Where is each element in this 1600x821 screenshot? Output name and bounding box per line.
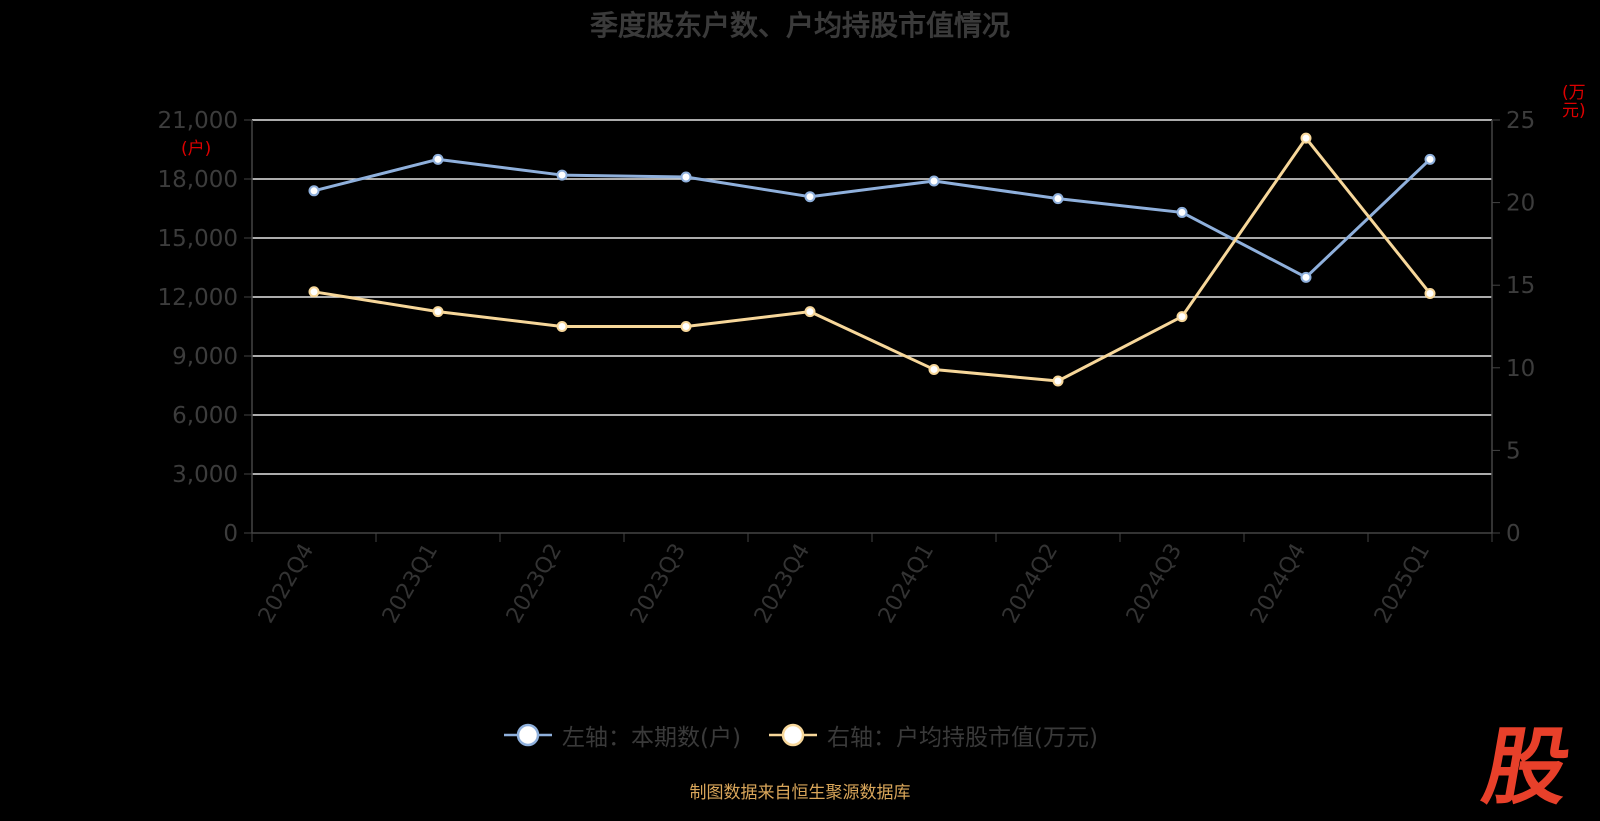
legend-label-households: 左轴：本期数(户) [562,725,741,751]
x-tick-label: 2024Q4 [1246,540,1311,628]
data-point [432,306,444,318]
y-right-tick-label: 5 [1506,438,1521,464]
data-point [1300,132,1312,144]
data-point [1424,287,1436,299]
x-tick-label: 2023Q1 [378,540,443,628]
x-tick-label: 2023Q3 [626,540,691,628]
series-line [313,136,1432,383]
series-lines [308,132,1436,387]
y-left-tick-label: 18,000 [158,167,238,193]
data-point [928,175,940,187]
data-point [432,153,444,165]
x-tick-label: 2022Q4 [254,540,319,628]
series-line [313,157,1432,279]
grid-lines [252,119,1492,475]
data-point [308,286,320,298]
data-point [1300,271,1312,283]
legend-marker-households [504,723,553,747]
data-point [1176,206,1188,218]
legend-marker-market-value [769,723,817,747]
y-left-tick-label: 12,000 [158,285,238,311]
x-tick-label: 2025Q1 [1370,540,1435,628]
data-point [928,363,940,375]
right-axis-unit: (万元) [1562,83,1586,121]
chart-canvas: 0 3,000 6,000 9,000 12,000 15,000 18,000 21,000… [158,108,1536,628]
data-point [308,185,320,197]
y-right-tick-label: 10 [1506,356,1535,382]
data-point [804,191,816,203]
x-tick-label: 2023Q4 [750,540,815,628]
x-tick-label: 2024Q1 [874,540,939,628]
y-left-tick-label: 21,000 [158,108,238,134]
x-tick-label: 2024Q2 [998,540,1063,628]
legend-item-households[interactable]: 左轴：本期数(户) [502,718,741,752]
y-right-tick-label: 20 [1506,191,1535,217]
data-source-note: 制图数据来自恒生聚源数据库 [689,783,911,803]
y-left-tick-label: 6,000 [172,403,238,429]
y-right-tick-label: 0 [1506,521,1521,547]
y-left-tick-label: 15,000 [158,226,238,252]
x-tick-label: 2024Q3 [1122,540,1187,628]
data-point [1176,311,1188,323]
y-right-tick-label: 25 [1506,108,1535,134]
x-tick-label: 2023Q2 [502,540,567,628]
y-left-tick-label: 3,000 [172,462,238,488]
left-axis-unit: (户) [181,139,212,159]
y-left-tick-label: 9,000 [172,344,238,370]
data-point [556,169,568,181]
chart-title: 季度股东户数、户均持股市值情况 [589,9,1010,42]
data-point [804,306,816,318]
legend-label-market-value: 右轴：户均持股市值(万元) [827,725,1098,751]
legend: 左轴：本期数(户) 右轴：户均持股市值(万元) [0,718,1600,752]
data-point [680,171,692,183]
data-point [1052,193,1064,205]
y-right-tick-label: 15 [1506,273,1535,299]
legend-item-market-value[interactable]: 右轴：户均持股市值(万元) [767,718,1098,752]
data-point [1424,153,1436,165]
y-left-tick-label: 0 [223,521,238,547]
data-point [556,321,568,332]
data-point [1052,375,1064,387]
data-point [680,321,692,332]
axes: 0 3,000 6,000 9,000 12,000 15,000 18,000 21,000… [158,108,1536,628]
